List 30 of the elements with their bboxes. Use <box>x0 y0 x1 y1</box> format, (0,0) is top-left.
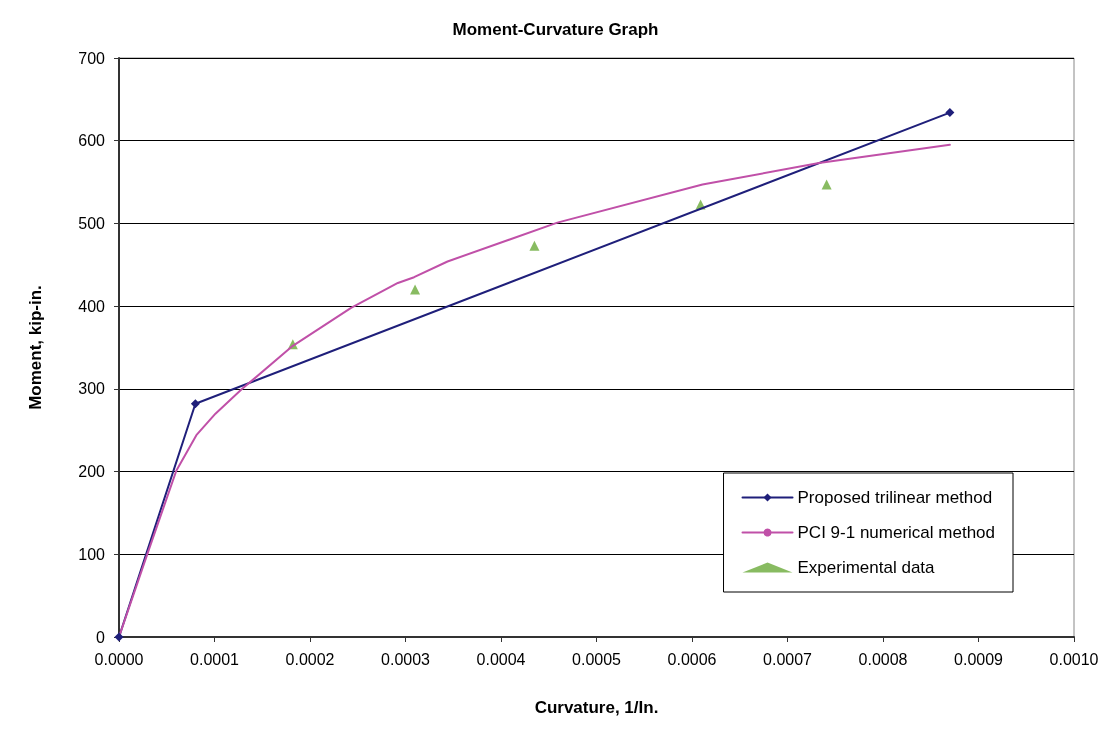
x-tick-label: 0.0002 <box>285 650 335 668</box>
point <box>529 240 540 251</box>
point <box>410 284 421 295</box>
legend-label: Proposed trilinear method <box>797 488 993 507</box>
chart-title: Moment-Curvature Graph <box>452 20 659 39</box>
y-tick-label: 300 <box>78 380 106 398</box>
y-axis-title: Moment, kip-in. <box>26 285 45 410</box>
x-tick-label: 0.0007 <box>763 650 813 668</box>
x-tick-label: 0.0004 <box>476 650 526 668</box>
x-tick-label: 0.0010 <box>1049 650 1099 668</box>
y-tick-label: 600 <box>78 132 106 150</box>
point <box>821 179 832 190</box>
x-tick-label: 0.0006 <box>667 650 717 668</box>
y-tick-label: 400 <box>78 297 106 315</box>
x-tick-label: 0.0000 <box>94 650 144 668</box>
legend-label: PCI 9-1 numerical method <box>797 523 996 542</box>
y-tick-label: 500 <box>78 214 106 232</box>
x-axis-title: Curvature, 1/In. <box>534 698 659 717</box>
point <box>190 399 200 409</box>
legend-label: Experimental data <box>797 558 936 577</box>
x-tick-label: 0.0005 <box>572 650 622 668</box>
y-tick-label: 700 <box>78 49 106 67</box>
y-tick-label: 100 <box>78 545 106 563</box>
x-tick-label: 0.0003 <box>381 650 431 668</box>
x-tick-label: 0.0009 <box>954 650 1004 668</box>
x-tick-label: 0.0008 <box>858 650 908 668</box>
y-tick-label: 0 <box>96 628 106 646</box>
point <box>945 108 955 118</box>
y-tick-label: 200 <box>78 463 106 481</box>
x-tick-label: 0.0001 <box>190 650 240 668</box>
